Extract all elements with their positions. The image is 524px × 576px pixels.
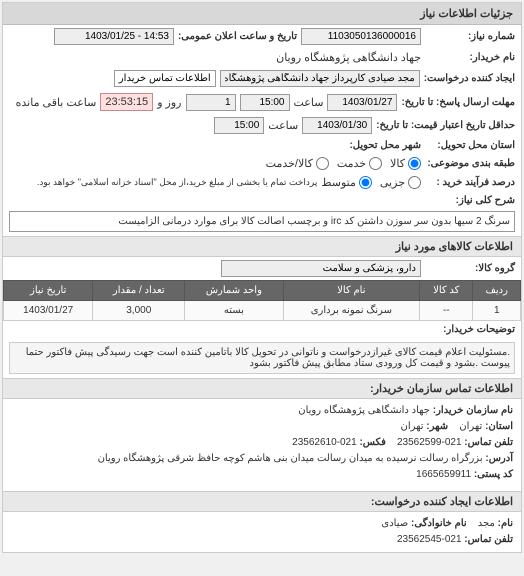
cprovince-label: استان:	[485, 421, 513, 432]
validity-date-field	[302, 117, 372, 134]
radio-service-label: خدمت	[337, 157, 366, 170]
radio-small[interactable]	[408, 176, 421, 189]
send-date-field	[327, 94, 397, 111]
creator-info: نام: مجد نام خانوادگی: صیادی تلفن تماس: …	[3, 512, 521, 552]
table-row: 1 -- سرنگ نمونه برداری بسته 3,000 1403/0…	[4, 301, 521, 321]
cfamily-label: نام خانوادگی:	[411, 518, 467, 529]
cpostal-label: کد پستی:	[474, 469, 513, 480]
org-label: نام سازمان خریدار:	[433, 405, 513, 416]
radio-service[interactable]	[369, 157, 382, 170]
radio-goods[interactable]	[408, 157, 421, 170]
number-field	[301, 28, 421, 45]
contact-buyer-button[interactable]: اطلاعات تماس خریدار	[114, 70, 216, 87]
payment-note: پرداخت تمام یا بخشی از مبلغ خرید،از محل …	[37, 177, 317, 188]
buyer-explanation: .مسئولیت اعلام قیمت کالای غیرازدرخواست و…	[9, 342, 515, 374]
radio-medium-label: متوسط	[321, 176, 356, 189]
cfax-value: 021-23562610	[292, 437, 357, 448]
panel-title: جزئیات اطلاعات نیاز	[3, 3, 521, 25]
cphone-label: تلفن تماس:	[464, 437, 513, 448]
time-remaining: 23:53:15	[100, 93, 153, 111]
goods-group-field	[221, 260, 421, 277]
col-row: ردیف	[473, 281, 521, 301]
ccity-value: تهران	[400, 421, 423, 432]
announce-field	[54, 28, 174, 45]
col-name: نام کالا	[283, 281, 420, 301]
remain-label: ساعت باقی مانده	[16, 96, 97, 109]
cell-date: 1403/01/27	[4, 301, 93, 321]
contact-section-title: اطلاعات تماس سازمان خریدار:	[3, 378, 521, 399]
creator-label: ایجاد کننده درخواست:	[424, 73, 515, 84]
radio-both[interactable]	[316, 157, 329, 170]
cfax-label: فکس:	[359, 437, 385, 448]
contact-info: نام سازمان خریدار: جهاد دانشگاهی پژوهشگا…	[3, 399, 521, 487]
cpostal-value: 1665659911	[416, 469, 471, 480]
cprovince-value: تهران	[459, 421, 482, 432]
day-label: روز و	[157, 96, 181, 109]
time-label2: ساعت	[268, 119, 298, 132]
col-code: کد کالا	[420, 281, 473, 301]
buyer-label: نام خریدار:	[425, 52, 515, 63]
validity-time-field	[214, 117, 264, 134]
scale-label: درصد فرآیند خرید :	[425, 177, 515, 188]
city-label: شهر محل تحویل:	[331, 140, 421, 151]
cphone-value: 021-23562599	[397, 437, 462, 448]
cell-unit: بسته	[185, 301, 283, 321]
creator-field	[220, 70, 420, 87]
time-label1: ساعت	[294, 96, 324, 109]
province-label: استان محل تحویل:	[425, 140, 515, 151]
announce-label: تاریخ و ساعت اعلان عمومی:	[178, 31, 297, 42]
radio-medium[interactable]	[359, 176, 372, 189]
goods-section-title: اطلاعات کالاهای مورد نیاز	[3, 236, 521, 257]
cname-label: نام:	[498, 518, 513, 529]
days-field	[186, 94, 236, 111]
explain-label: توضیحات خریدار:	[425, 324, 515, 335]
send-deadline-label: مهلت ارسال پاسخ: تا تاریخ:	[401, 97, 515, 108]
creator-phone-label: تلفن تماس:	[464, 534, 513, 545]
ccity-label: شهر:	[426, 421, 448, 432]
need-title-label: شرح کلی نیاز:	[425, 195, 515, 206]
goods-table: ردیف کد کالا نام کالا واحد شمارش تعداد /…	[3, 280, 521, 321]
need-description: سرنگ 2 سیها بدون سر سوزن داشتن کد irc و …	[9, 211, 515, 232]
radio-goods-label: کالا	[390, 157, 405, 170]
creator-phone-value: 021-23562545	[397, 534, 462, 545]
cfamily-value: صیادی	[381, 518, 408, 529]
cell-code: --	[420, 301, 473, 321]
creator-section-title: اطلاعات ایجاد کننده درخواست:	[3, 491, 521, 512]
col-date: تاریخ نیاز	[4, 281, 93, 301]
class-radio-group: کالا خدمت کالا/خدمت	[266, 157, 421, 170]
col-qty: تعداد / مقدار	[93, 281, 185, 301]
scale-radio-group: جزیی متوسط	[321, 176, 421, 189]
class-label: طبقه بندی موضوعی:	[425, 158, 515, 169]
buyer-value: جهاد دانشگاهی پژوهشگاه رویان	[276, 51, 421, 64]
number-label: شماره نیاز:	[425, 31, 515, 42]
cell-row: 1	[473, 301, 521, 321]
cell-qty: 3,000	[93, 301, 185, 321]
cname-value: مجد	[478, 518, 495, 529]
validity-label: حداقل تاریخ اعتبار قیمت: تا تاریخ:	[376, 120, 515, 131]
org-value: جهاد دانشگاهی پژوهشگاه رویان	[298, 405, 430, 416]
cell-name: سرنگ نمونه برداری	[283, 301, 420, 321]
goods-group-label: گروه کالا:	[425, 263, 515, 274]
send-time-field	[240, 94, 290, 111]
caddress-label: آدرس:	[485, 453, 513, 464]
col-unit: واحد شمارش	[185, 281, 283, 301]
radio-both-label: کالا/خدمت	[266, 157, 313, 170]
caddress-value: بزرگراه رسالت نرسیده به میدان رسالت میدا…	[98, 453, 483, 464]
radio-small-label: جزیی	[380, 176, 405, 189]
